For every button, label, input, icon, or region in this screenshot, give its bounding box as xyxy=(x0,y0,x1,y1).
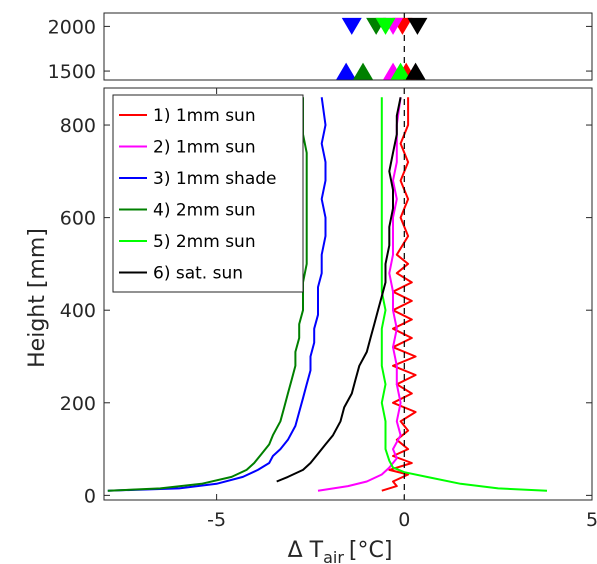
top-y-tick-label: 1500 xyxy=(48,61,96,83)
series-line-5 xyxy=(380,97,548,492)
top-markers xyxy=(336,17,428,80)
top-marker-down xyxy=(341,17,362,35)
y-tick-label: 200 xyxy=(60,393,96,415)
y-tick-label: 600 xyxy=(60,208,96,230)
legend-label: 4) 2mm sun xyxy=(153,201,256,221)
main-plot-frame xyxy=(103,87,593,501)
top-marker-down xyxy=(375,17,396,35)
y-axis-label: Height [mm] xyxy=(25,228,50,368)
series-line-6 xyxy=(276,97,402,483)
main-panel: -5 0 5 0 200 400 600 800 Height [mm] Δ Tair [°C… xyxy=(25,87,597,564)
top-marker-up xyxy=(405,62,426,80)
series-line-2 xyxy=(317,97,402,492)
y-tick-label: 400 xyxy=(60,300,96,322)
x-tick-label: 0 xyxy=(398,509,410,531)
legend-label: 1) 1mm sun xyxy=(153,106,256,126)
top-marker-up xyxy=(353,62,374,80)
y-tick-label: 0 xyxy=(84,485,96,507)
series-line-3 xyxy=(107,97,327,492)
legend-label: 2) 1mm sun xyxy=(153,138,256,158)
top-marker-up xyxy=(390,62,411,80)
main-series-lines xyxy=(107,97,548,492)
legend: 1) 1mm sun 2) 1mm sun 3) 1mm shade 4) 2mm s… xyxy=(112,94,304,293)
top-y-tick-label: 2000 xyxy=(48,16,96,38)
top-marker-down xyxy=(407,17,428,35)
top-panel: 1500 2000 xyxy=(48,12,593,83)
x-axis-label: Δ Tair [°C] xyxy=(288,538,393,564)
legend-label: 6) sat. sun xyxy=(153,264,243,284)
x-tick-label: -5 xyxy=(207,509,226,531)
top-plot-frame xyxy=(103,12,593,81)
main-x-ticks: -5 0 5 xyxy=(207,88,597,531)
legend-label: 5) 2mm sun xyxy=(153,232,256,252)
x-tick-label: 5 xyxy=(586,509,597,531)
main-y-ticks: 0 200 400 600 800 xyxy=(60,115,592,507)
legend-label: 3) 1mm shade xyxy=(153,169,277,189)
top-marker-up xyxy=(336,62,357,80)
legend-box xyxy=(112,94,304,293)
y-tick-label: 800 xyxy=(60,115,96,137)
top-y-ticks: 1500 2000 xyxy=(48,16,592,83)
series-line-4 xyxy=(107,97,308,492)
